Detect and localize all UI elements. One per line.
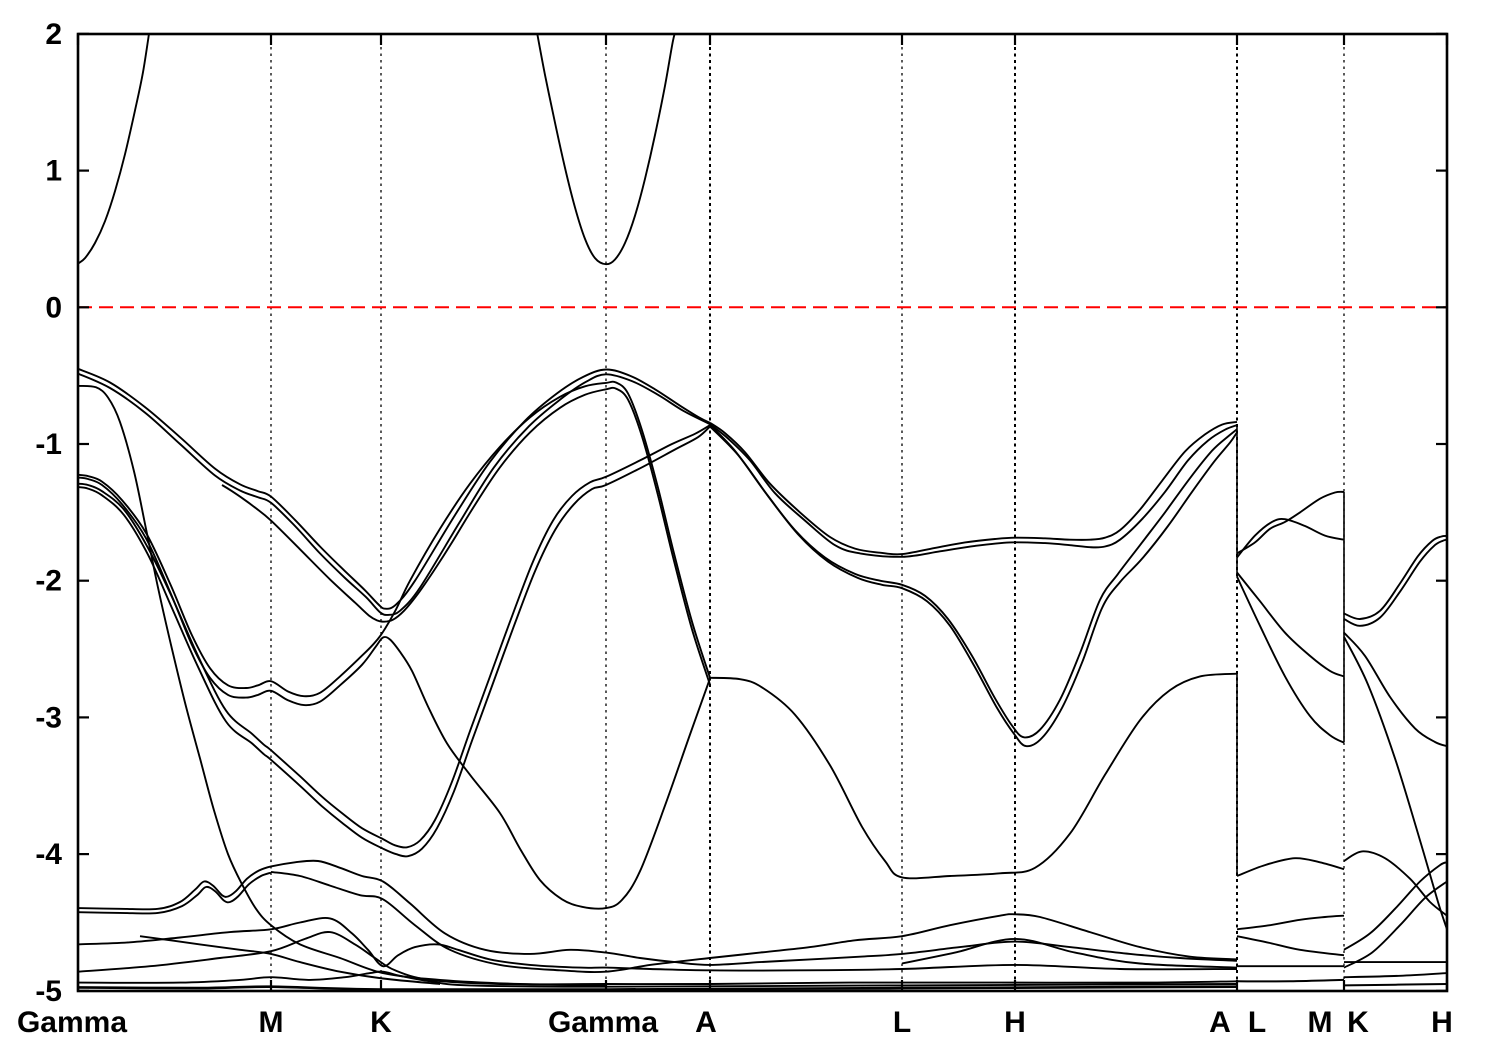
svg-text:K: K: [1347, 1006, 1369, 1039]
svg-text:A: A: [1209, 1006, 1231, 1039]
svg-text:A: A: [695, 1006, 717, 1039]
svg-text:1: 1: [45, 155, 62, 188]
svg-text:Gamma: Gamma: [17, 1006, 127, 1039]
svg-text:K: K: [370, 1006, 392, 1039]
svg-text:-3: -3: [35, 701, 62, 734]
svg-text:-5: -5: [35, 975, 62, 1008]
svg-text:Gamma: Gamma: [548, 1006, 658, 1039]
svg-text:H: H: [1004, 1006, 1026, 1039]
svg-text:M: M: [259, 1006, 284, 1039]
svg-text:2: 2: [45, 18, 62, 51]
svg-text:-4: -4: [35, 838, 62, 871]
svg-text:H: H: [1431, 1006, 1453, 1039]
svg-text:L: L: [893, 1006, 911, 1039]
svg-text:-2: -2: [35, 565, 62, 598]
svg-text:0: 0: [45, 291, 62, 324]
svg-text:M: M: [1308, 1006, 1333, 1039]
svg-text:-1: -1: [35, 428, 62, 461]
svg-text:L: L: [1248, 1006, 1266, 1039]
